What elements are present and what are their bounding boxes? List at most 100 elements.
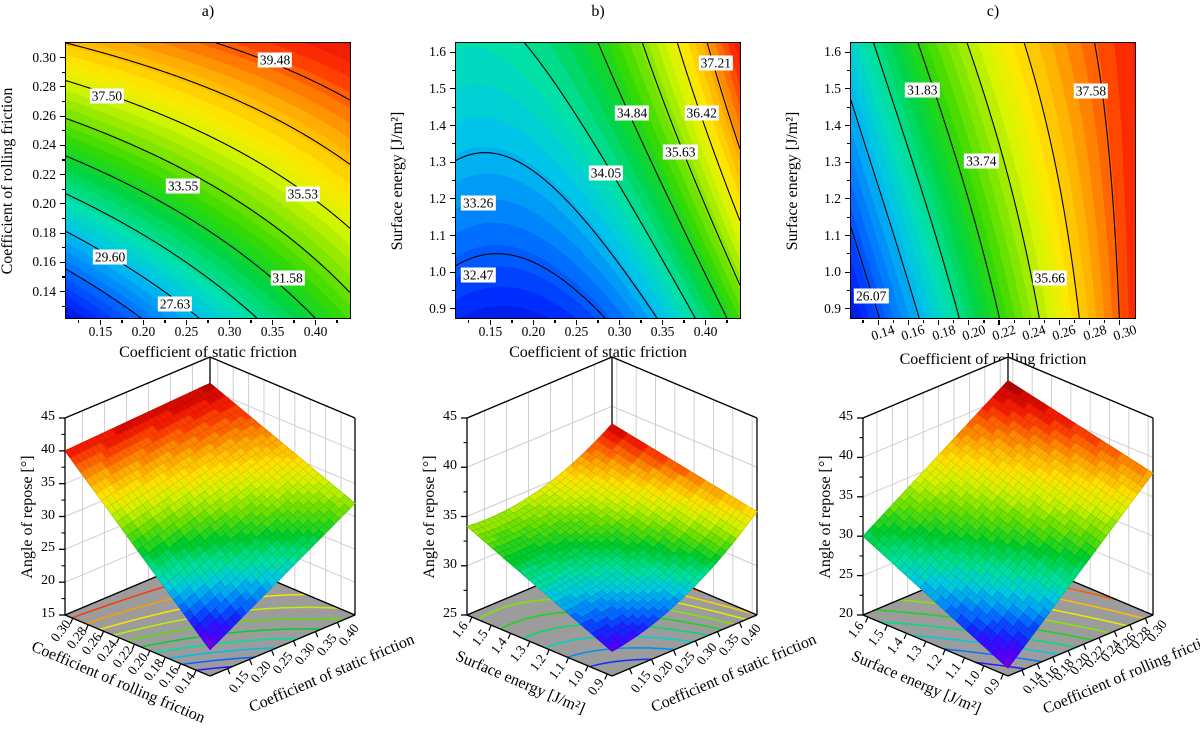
x-axis-minor-tick [1073, 319, 1076, 323]
x-axis-minor-tick [892, 319, 894, 323]
right-axis-tick-label: 0.20 [649, 658, 676, 686]
y-axis-tick [844, 161, 850, 163]
y-axis-tick [59, 115, 65, 117]
contour-value-label: 33.26 [460, 195, 496, 211]
x-axis-tick [618, 319, 621, 325]
left-axis-tick-label: 0.14 [171, 668, 198, 697]
y-tick-label: 0.16 [32, 254, 56, 270]
x-axis-tick [1058, 319, 1061, 325]
x-tick-label: 0.14 [869, 321, 897, 344]
y-axis-tick [449, 271, 455, 273]
z-axis-title: Angle of repose [°] [421, 454, 438, 579]
y-tick-label: 0.26 [32, 108, 56, 124]
contour-value-label: 36.42 [684, 105, 719, 121]
y-tick-label: 1.0 [824, 264, 841, 280]
x-tick-label: 0.40 [693, 324, 718, 339]
contour-value-label: 39.48 [257, 52, 293, 68]
x-axis-tick [142, 319, 145, 325]
x-tick-label: 0.15 [478, 324, 503, 339]
surface-plot-canvas [803, 355, 1200, 742]
y-tick-label: 0.30 [32, 49, 56, 65]
y-tick-label: 1.2 [824, 190, 841, 206]
y-tick-label: 1.3 [429, 154, 446, 170]
right-axis-tick-label: 0.26 [1112, 629, 1139, 658]
y-axis-minor-tick [451, 179, 455, 182]
z-tick-label: 30 [41, 507, 55, 523]
y-axis-tick [59, 174, 65, 176]
y-axis-tick [449, 51, 455, 53]
y-tick-label: 0.20 [32, 195, 56, 211]
left-axis-tick-label: 0.9 [980, 675, 1003, 698]
y-axis-minor-tick [451, 69, 455, 72]
y-tick-label: 1.1 [824, 227, 841, 243]
z-tick-label: 25 [443, 606, 457, 621]
y-axis-title: Surface energy [J/m²] [389, 111, 406, 250]
x-axis-minor-tick [78, 319, 80, 323]
y-axis-tick [59, 232, 65, 234]
y-axis-minor-tick [451, 216, 455, 218]
y-tick-label: 0.9 [824, 300, 841, 316]
z-tick-label: 25 [41, 540, 55, 556]
panel-title: a) [201, 3, 215, 20]
y-axis-tick [59, 291, 65, 293]
y-tick-label: 0.9 [429, 300, 446, 316]
left-axis-tick-label: 1.0 [960, 667, 984, 690]
x-axis-tick [661, 319, 664, 325]
y-tick-label: 1.5 [824, 80, 841, 96]
plot-frame [64, 41, 351, 319]
x-axis-minor-tick [121, 319, 123, 323]
x-axis-tick [1028, 319, 1030, 325]
x-tick-label: 0.30 [607, 324, 632, 339]
z-tick-label: 15 [41, 606, 55, 621]
y-tick-label: 1.2 [429, 190, 446, 206]
x-axis-minor-tick [293, 319, 295, 323]
contour-value-label: 35.63 [663, 144, 698, 160]
x-tick-label: 0.24 [1020, 321, 1048, 344]
left-axis-tick-label: 0.30 [47, 617, 74, 645]
right-axis-tick-label: 0.30 [693, 639, 720, 668]
x-axis-tick [877, 319, 879, 325]
contour-value-label: 33.55 [165, 178, 201, 194]
left-axis-tick-label: 1.2 [922, 650, 945, 674]
contour-value-label: 35.66 [1032, 270, 1067, 286]
contour-value-label: 31.83 [905, 82, 940, 98]
x-axis-tick [575, 319, 578, 325]
y-axis-minor-tick [61, 100, 65, 103]
right-axis-tick-label: 0.28 [1127, 623, 1155, 652]
x-axis-tick [99, 319, 101, 325]
x-axis-tick [1119, 319, 1121, 325]
z-tick-label: 40 [443, 458, 457, 474]
y-axis-tick [59, 261, 65, 263]
y-axis-tick [59, 203, 65, 205]
x-tick-label: 0.20 [131, 324, 156, 339]
y-axis-minor-tick [846, 143, 850, 145]
x-axis-title: Coefficient of static friction [509, 344, 687, 361]
z-tick-label: 25 [839, 566, 853, 582]
y-tick-label: 0.22 [32, 166, 56, 182]
left-axis-title: Surface energy [J/m²] [453, 647, 588, 718]
left-axis-tick-label: 0.26 [78, 629, 105, 658]
contour-value-label: 32.47 [460, 267, 496, 283]
y-axis-tick [449, 88, 455, 90]
left-axis-tick-label: 1.6 [844, 618, 868, 641]
y-axis-tick [844, 198, 850, 200]
x-tick-label: 0.28 [1080, 321, 1109, 344]
right-axis-title: Coefficient of static friction [648, 630, 819, 717]
right-axis-tick-label: 0.14 [1019, 668, 1047, 697]
y-axis-minor-tick [846, 106, 850, 108]
z-tick-label: 35 [41, 474, 55, 490]
contour-value-label: 31.58 [270, 270, 305, 286]
left-axis-tick-label: 1.1 [941, 659, 964, 682]
x-tick-label: 0.18 [929, 321, 958, 344]
z-tick-label: 20 [839, 606, 853, 621]
y-tick-label: 0.28 [32, 78, 56, 94]
z-tick-label: 30 [443, 556, 457, 572]
left-axis-tick-label: 1.0 [564, 667, 588, 690]
contour-value-label: 29.60 [92, 249, 128, 265]
